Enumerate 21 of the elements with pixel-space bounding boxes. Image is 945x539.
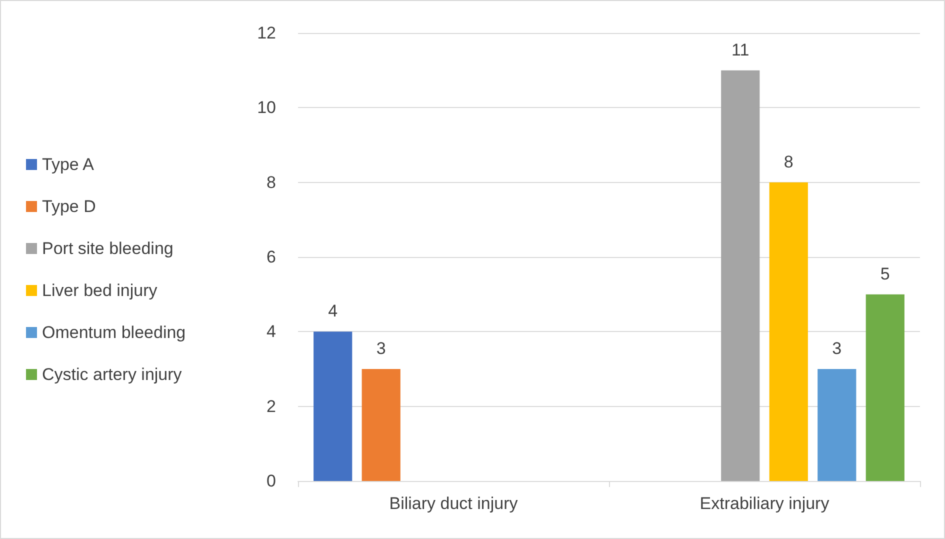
legend-label: Omentum bleeding <box>42 323 186 342</box>
legend-label: Liver bed injury <box>42 281 158 300</box>
data-label: 3 <box>376 339 386 358</box>
y-tick-label: 6 <box>266 248 276 266</box>
data-label: 4 <box>328 302 338 321</box>
legend-label: Cystic artery injury <box>42 365 182 384</box>
data-label: 8 <box>784 152 794 172</box>
y-tick-label: 4 <box>266 322 276 342</box>
y-tick-label: 2 <box>266 396 276 416</box>
data-label: 3 <box>832 339 842 358</box>
x-tick-label: Extrabiliary injury <box>700 494 830 513</box>
legend-label: Type D <box>42 197 96 216</box>
y-tick-label: 8 <box>266 172 276 192</box>
y-tick-label: 12 <box>257 24 276 42</box>
x-tick-label: Biliary duct injury <box>389 494 518 513</box>
data-label: 11 <box>732 40 750 60</box>
y-tick-label: 0 <box>266 472 276 490</box>
legend-label: Type A <box>42 155 95 174</box>
y-tick-label: 10 <box>257 98 276 118</box>
data-label: 5 <box>880 264 890 284</box>
legend-label: Port site bleeding <box>42 239 174 258</box>
